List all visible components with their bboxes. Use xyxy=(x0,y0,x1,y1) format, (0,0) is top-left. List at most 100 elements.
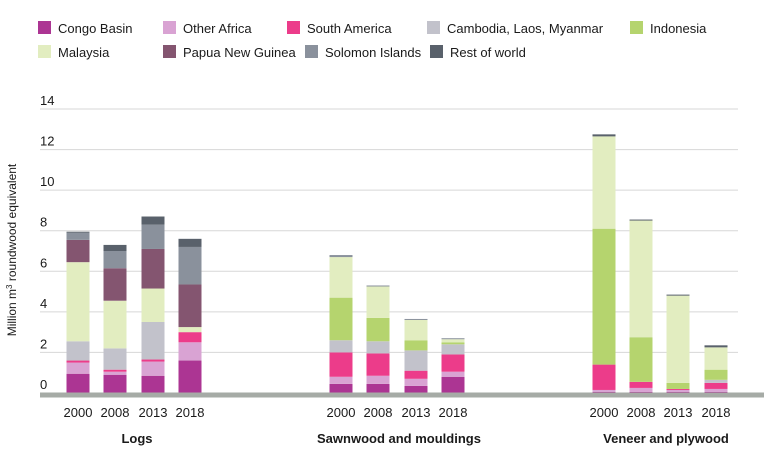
x-tick-label: 2013 xyxy=(402,405,431,420)
bar-segment-malaysia xyxy=(441,339,465,343)
bar-segment-south-america xyxy=(592,364,616,390)
bar-segment-malaysia xyxy=(629,220,653,338)
y-tick-label: 12 xyxy=(40,134,54,149)
legend-item-cambodia-laos-myanmar: Cambodia, Laos, Myanmar xyxy=(427,21,604,36)
bar-segment-rest-of-world xyxy=(666,294,690,296)
bar-segment-cambodia-laos-myanmar xyxy=(329,340,353,353)
bar-segment-other-africa xyxy=(366,375,390,384)
group-label-sawnwood-and-mouldings: Sawnwood and mouldings xyxy=(317,431,481,446)
y-tick-label: 10 xyxy=(40,174,54,189)
bar-segment-south-america xyxy=(704,382,728,389)
bar-segment-solomon-islands xyxy=(404,318,428,320)
bar-segment-congo-basin xyxy=(629,391,653,393)
bar-segment-cambodia-laos-myanmar xyxy=(141,322,165,360)
bar-segment-indonesia xyxy=(329,297,353,341)
bar-segment-other-africa xyxy=(592,389,616,392)
x-tick-label: 2000 xyxy=(327,405,356,420)
bar-segment-solomon-islands xyxy=(66,232,90,240)
bar-segment-cambodia-laos-myanmar xyxy=(66,341,90,361)
bar-segment-congo-basin xyxy=(704,391,728,393)
bar-segment-other-africa xyxy=(629,387,653,392)
legend-swatch xyxy=(305,45,318,58)
legend: Congo Basin Other Africa South America Camb… xyxy=(38,21,707,60)
bar-segment-congo-basin xyxy=(404,385,428,393)
x-tick-label: 2013 xyxy=(139,405,168,420)
y-tick-label: 2 xyxy=(40,336,47,351)
bar-segment-rest-of-world xyxy=(141,216,165,225)
bar-segment-solomon-islands xyxy=(103,251,127,269)
bar-segment-indonesia xyxy=(629,337,653,382)
bar-segment-congo-basin xyxy=(366,383,390,393)
legend-label: Cambodia, Laos, Myanmar xyxy=(447,21,604,36)
legend-label: Papua New Guinea xyxy=(183,45,297,60)
bar-segment-south-america xyxy=(666,388,690,390)
bar-sawnwood-and-mouldings-2000 xyxy=(329,255,353,393)
legend-label: Indonesia xyxy=(650,21,707,36)
x-tick-label: 2008 xyxy=(627,405,656,420)
bar-logs-2013 xyxy=(141,216,165,393)
legend-item-indonesia: Indonesia xyxy=(630,21,707,36)
x-tick-label: 2018 xyxy=(439,405,468,420)
x-tick-label: 2018 xyxy=(176,405,205,420)
y-tick-label: 8 xyxy=(40,215,47,230)
y-tick-label: 6 xyxy=(40,255,47,270)
bar-segment-rest-of-world xyxy=(178,238,202,247)
bar-segment-congo-basin xyxy=(141,375,165,393)
bar-segment-congo-basin xyxy=(66,373,90,393)
bar-segment-solomon-islands xyxy=(366,285,390,287)
legend-swatch xyxy=(630,21,643,34)
bar-segment-south-america xyxy=(629,381,653,388)
x-tick-label: 2000 xyxy=(590,405,619,420)
bar-segment-south-america xyxy=(141,359,165,362)
y-tick-label: 0 xyxy=(40,377,47,392)
bar-segment-malaysia xyxy=(366,286,390,318)
bar-segment-indonesia xyxy=(666,382,690,389)
legend-label: Congo Basin xyxy=(58,21,132,36)
bar-veneer-and-plywood-2013 xyxy=(666,294,690,393)
bar-sawnwood-and-mouldings-2008 xyxy=(366,285,390,393)
bar-segment-other-africa xyxy=(329,376,353,384)
bar-veneer-and-plywood-2000 xyxy=(592,134,616,393)
bar-segment-south-america xyxy=(103,369,127,372)
bar-segment-rest-of-world xyxy=(704,345,728,348)
legend-label: Malaysia xyxy=(58,45,110,60)
legend-item-papua-new-guinea: Papua New Guinea xyxy=(163,45,297,60)
legend-swatch xyxy=(287,21,300,34)
legend-item-solomon-islands: Solomon Islands xyxy=(305,45,422,60)
bar-segment-south-america xyxy=(366,353,390,376)
bar-segment-malaysia xyxy=(66,262,90,342)
bar-segment-papua-new-guinea xyxy=(141,248,165,289)
legend-item-congo-basin: Congo Basin xyxy=(38,21,132,36)
bar-segment-other-africa xyxy=(141,361,165,376)
y-axis-ticks: 0 2 4 6 8 10 12 14 xyxy=(40,93,54,392)
bar-segment-rest-of-world xyxy=(629,219,653,221)
bar-segment-south-america xyxy=(404,370,428,379)
bar-segment-indonesia xyxy=(592,228,616,365)
x-tick-label: 2000 xyxy=(64,405,93,420)
bar-segment-congo-basin xyxy=(329,383,353,393)
bar-segment-solomon-islands xyxy=(441,338,465,340)
bar-segment-papua-new-guinea xyxy=(178,284,202,328)
group-label-veneer-and-plywood: Veneer and plywood xyxy=(603,431,729,446)
bar-segment-indonesia xyxy=(404,340,428,351)
bar-logs-2018 xyxy=(178,238,202,393)
bars xyxy=(66,134,728,393)
bar-segment-congo-basin xyxy=(666,391,690,393)
bar-sawnwood-and-mouldings-2018 xyxy=(441,338,465,393)
legend-swatch xyxy=(163,45,176,58)
legend-label: Solomon Islands xyxy=(325,45,422,60)
legend-label: Rest of world xyxy=(450,45,526,60)
bar-segment-cambodia-laos-myanmar xyxy=(704,379,728,383)
bar-segment-malaysia xyxy=(103,300,127,349)
bar-segment-cambodia-laos-myanmar xyxy=(366,341,390,354)
legend-item-south-america: South America xyxy=(287,21,392,36)
bar-segment-south-america xyxy=(329,352,353,377)
bar-veneer-and-plywood-2018 xyxy=(704,345,728,393)
bar-segment-other-africa xyxy=(66,362,90,374)
bar-logs-2008 xyxy=(103,244,127,393)
bar-segment-indonesia xyxy=(366,317,390,342)
bar-segment-cambodia-laos-myanmar xyxy=(404,350,428,371)
bar-segment-congo-basin xyxy=(178,360,202,393)
bar-logs-2000 xyxy=(66,231,90,393)
bar-segment-solomon-islands xyxy=(178,246,202,285)
